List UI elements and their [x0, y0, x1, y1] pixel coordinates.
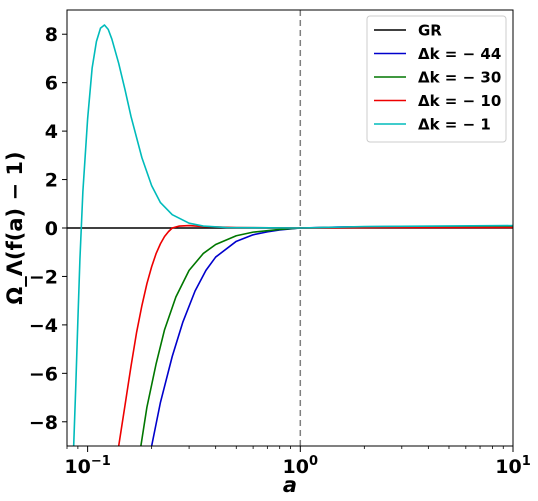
x-axis-label: a [283, 473, 297, 497]
series-line-2 [140, 225, 513, 446]
x-tick-label: 101 [495, 454, 531, 478]
y-tick-label: −6 [29, 363, 58, 385]
y-tick-label: 2 [45, 170, 58, 192]
y-tick-label: 8 [45, 24, 58, 46]
series-line-4 [72, 24, 513, 446]
y-tick-label: −4 [29, 315, 58, 337]
y-axis-label: Ω_Λ(f(a) − 1) [3, 151, 27, 304]
y-tick-label: −2 [29, 266, 58, 288]
y-tick-label: −8 [29, 412, 58, 434]
x-tick-label: 10−1 [64, 454, 110, 478]
legend: GR Δk = − 44 Δk = − 30 Δk = − 10 Δk = − 1 [366, 15, 507, 143]
y-tick-label: 6 [45, 73, 58, 95]
y-tick-label: 0 [45, 218, 58, 240]
legend-label-4: Δk = − 1 [418, 116, 491, 134]
series-layer [67, 24, 513, 446]
legend-label-0: GR [418, 22, 442, 40]
legend-frame [366, 15, 507, 143]
legend-label-2: Δk = − 30 [418, 69, 501, 87]
ticks-layer: −8 −6 −4 −2 0 2 4 6 8 10−1 100 101 [29, 24, 531, 478]
legend-label-3: Δk = − 10 [418, 92, 501, 110]
legend-label-1: Δk = − 44 [418, 45, 501, 63]
y-tick-label: 4 [45, 121, 58, 143]
series-line-1 [150, 225, 513, 446]
x-tick-label: 100 [283, 454, 319, 478]
